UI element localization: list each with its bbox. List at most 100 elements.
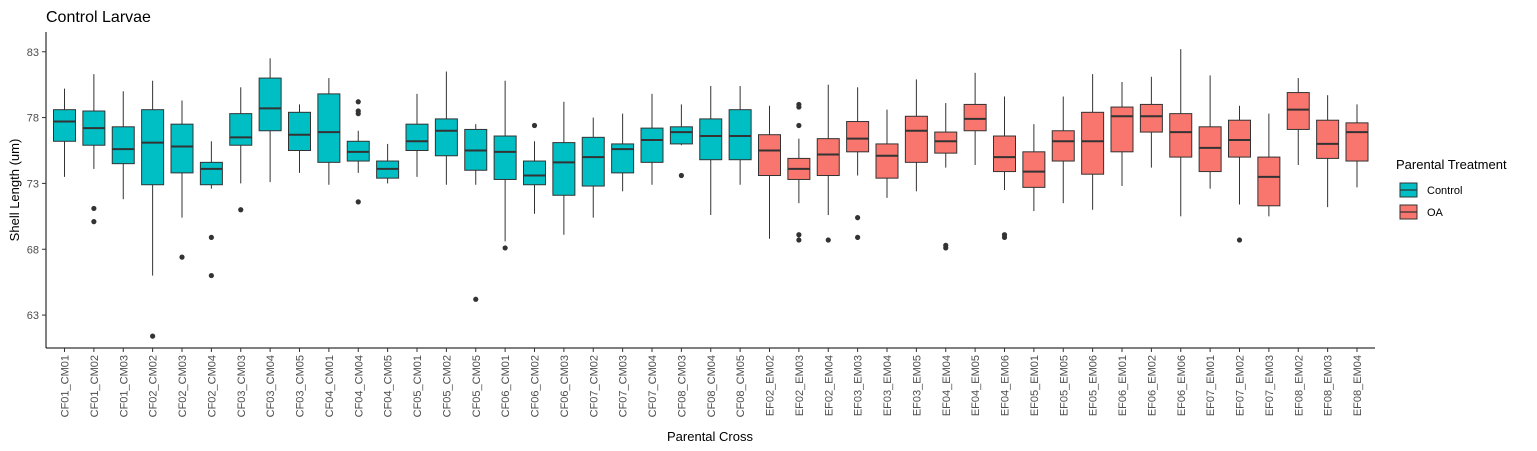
box-body bbox=[53, 109, 76, 142]
x-tick-label: CF05_CM02 bbox=[441, 355, 453, 417]
box-ef02-em02 bbox=[758, 105, 781, 239]
box-cf01-cm01 bbox=[53, 88, 76, 177]
outlier-point bbox=[796, 122, 802, 129]
box-body bbox=[141, 109, 165, 186]
box-cf02-cm02 bbox=[141, 80, 165, 339]
box-ef04-em04 bbox=[934, 103, 958, 251]
box-cf08-cm03 bbox=[669, 104, 693, 179]
box-body bbox=[1169, 113, 1193, 158]
box-body bbox=[111, 126, 135, 165]
x-tick-label: EF07_EM01 bbox=[1205, 355, 1217, 416]
box-cf05-cm01 bbox=[405, 93, 429, 177]
box-ef07-em01 bbox=[1198, 75, 1222, 189]
outlier-point bbox=[943, 245, 949, 251]
legend-label-control: Control bbox=[1427, 185, 1462, 197]
outlier-point bbox=[796, 237, 802, 243]
box-ef05-em05 bbox=[1051, 96, 1075, 204]
x-tick-label: EF04_EM04 bbox=[941, 355, 953, 416]
x-tick-label: CF02_CM04 bbox=[206, 355, 218, 417]
x-tick-label: CF01_CM03 bbox=[118, 355, 130, 417]
outlier-point bbox=[502, 245, 508, 251]
box-cf07-cm02 bbox=[581, 117, 605, 218]
x-tick-label: CF02_CM03 bbox=[177, 355, 189, 417]
x-tick-label: CF06_CM01 bbox=[500, 355, 512, 417]
x-tick-label: CF04_CM01 bbox=[324, 355, 336, 417]
box-body bbox=[640, 127, 664, 163]
box-ef04-em05 bbox=[963, 72, 987, 165]
x-tick-label: EF03_EM04 bbox=[882, 355, 894, 416]
legend-title: Parental Treatment bbox=[1396, 157, 1507, 172]
box-body bbox=[1257, 156, 1281, 207]
box-ef08-em04 bbox=[1345, 104, 1369, 188]
box-cf08-cm05 bbox=[728, 85, 752, 185]
box-ef04-em06 bbox=[993, 96, 1016, 240]
box-body bbox=[816, 138, 840, 177]
outlier-point bbox=[91, 205, 97, 212]
box-body bbox=[1081, 111, 1105, 175]
box-cf07-cm03 bbox=[611, 113, 635, 192]
x-tick-label: CF08_CM05 bbox=[735, 355, 747, 417]
box-body bbox=[258, 77, 282, 132]
box-body bbox=[699, 118, 723, 161]
box-body bbox=[963, 103, 987, 132]
x-tick-label: EF03_EM03 bbox=[853, 355, 865, 416]
box-ef08-em02 bbox=[1286, 78, 1310, 165]
box-cf07-cm04 bbox=[640, 93, 664, 185]
x-tick-label: EF02_EM04 bbox=[823, 355, 835, 416]
box-cf01-cm03 bbox=[111, 91, 135, 200]
box-cf06-cm01 bbox=[493, 80, 517, 251]
x-tick-label: EF08_EM03 bbox=[1323, 355, 1335, 416]
box-cf03-cm05 bbox=[288, 104, 311, 173]
outlier-point bbox=[678, 172, 684, 179]
outlier-point bbox=[796, 232, 802, 238]
box-ef05-em01 bbox=[1022, 124, 1046, 212]
y-tick-layer: 63 68 73 78 83 bbox=[27, 47, 46, 322]
box-body bbox=[1051, 130, 1075, 162]
box-body bbox=[317, 93, 341, 163]
box-cf08-cm04 bbox=[699, 85, 723, 216]
outlier-point bbox=[355, 99, 361, 105]
x-tick-label: CF03_CM04 bbox=[265, 355, 277, 417]
box-cf06-cm02 bbox=[523, 122, 546, 214]
x-tick-label: CF05_CM01 bbox=[412, 355, 424, 417]
x-tick-label: EF08_EM04 bbox=[1352, 355, 1364, 416]
outlier-point bbox=[796, 104, 802, 110]
x-tick-label: EF07_EM02 bbox=[1235, 355, 1247, 416]
legend-label-oa: OA bbox=[1427, 207, 1444, 219]
outlier-point bbox=[238, 207, 244, 213]
x-tick-label: CF04_CM05 bbox=[383, 355, 395, 417]
box-body bbox=[846, 121, 870, 153]
x-tick-label: EF02_EM03 bbox=[794, 355, 806, 416]
box-cf05-cm02 bbox=[434, 71, 458, 185]
box-body bbox=[552, 142, 576, 196]
outlier-point bbox=[355, 199, 361, 205]
box-cf01-cm02 bbox=[82, 74, 106, 225]
x-tick-label: CF01_CM01 bbox=[60, 355, 72, 417]
x-tick-label: CF04_CM04 bbox=[353, 355, 365, 417]
y-tick-label: 73 bbox=[27, 178, 39, 190]
box-body bbox=[758, 134, 781, 177]
box-body bbox=[523, 160, 546, 186]
x-tick-label: CF03_CM03 bbox=[236, 355, 248, 417]
box-cf03-cm04 bbox=[258, 58, 282, 183]
outlier-point bbox=[1236, 237, 1243, 243]
x-tick-label: CF08_CM03 bbox=[676, 355, 688, 417]
box-body bbox=[493, 135, 517, 180]
box-body bbox=[993, 135, 1016, 173]
x-tick-label: CF03_CM05 bbox=[295, 355, 307, 417]
box-body bbox=[229, 113, 253, 146]
outlier-point bbox=[473, 296, 479, 302]
y-tick-label: 83 bbox=[27, 47, 39, 59]
box-ef06-em02 bbox=[1139, 76, 1163, 168]
x-axis-title: Parental Cross bbox=[667, 429, 753, 444]
box-body bbox=[1228, 119, 1251, 158]
x-tick-label: EF04_EM06 bbox=[1000, 355, 1012, 416]
x-tick-label: EF06_EM06 bbox=[1176, 355, 1188, 416]
box-cf04-cm04 bbox=[346, 99, 370, 205]
outlier-point bbox=[355, 111, 361, 117]
outlier-point bbox=[91, 219, 97, 225]
boxes-layer bbox=[53, 49, 1369, 339]
x-tick-label: CF02_CM02 bbox=[148, 355, 160, 417]
x-tick-label: CF07_CM02 bbox=[588, 355, 600, 417]
outlier-point bbox=[208, 234, 214, 240]
